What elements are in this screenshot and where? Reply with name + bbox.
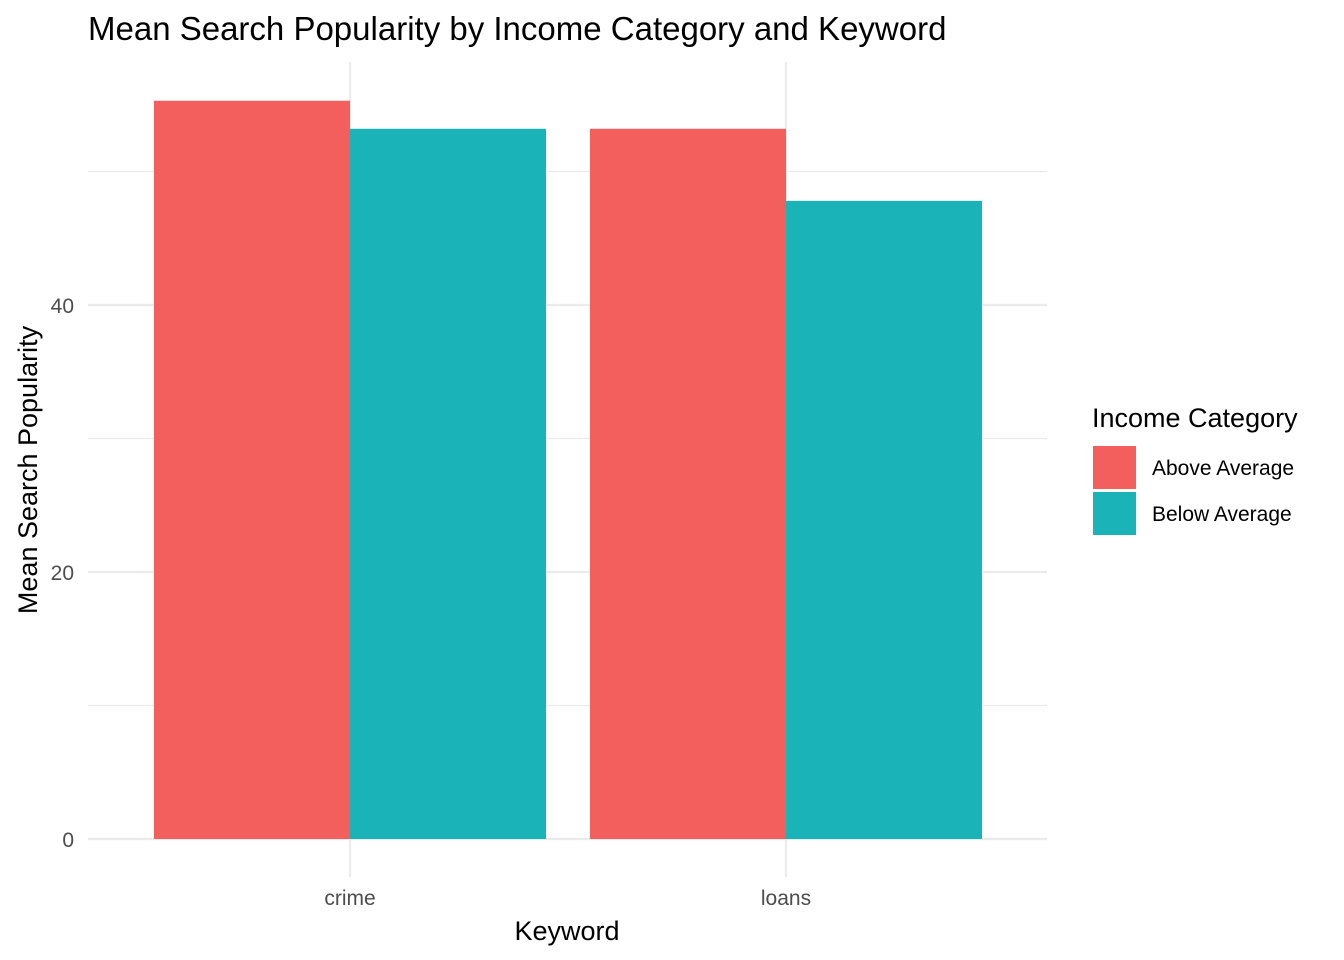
legend: Income Category Above Average Below Avera…	[1092, 403, 1298, 535]
bars	[154, 100, 982, 840]
legend-swatch	[1093, 492, 1136, 535]
y-axis-title: Mean Search Popularity	[13, 325, 43, 614]
legend-items: Above Average Below Average	[1093, 446, 1294, 535]
y-axis-ticks: 0 20 40	[51, 295, 74, 852]
y-tick-label: 40	[51, 295, 74, 318]
bar-crime-above-average	[154, 100, 350, 840]
x-axis-title: Keyword	[514, 916, 619, 946]
legend-label: Above Average	[1152, 457, 1294, 480]
chart-title: Mean Search Popularity by Income Categor…	[88, 10, 946, 47]
legend-swatch	[1093, 446, 1136, 489]
legend-title: Income Category	[1092, 403, 1298, 433]
bar-crime-below-average	[350, 128, 546, 839]
y-tick-label: 20	[51, 562, 74, 585]
bar-loans-below-average	[786, 200, 982, 839]
bar-loans-above-average	[590, 128, 786, 839]
x-tick-label: loans	[761, 887, 811, 910]
y-tick-label: 0	[62, 829, 74, 852]
legend-label: Below Average	[1152, 503, 1292, 526]
x-tick-label: crime	[324, 887, 375, 910]
x-axis-ticks: crime loans	[324, 887, 811, 910]
